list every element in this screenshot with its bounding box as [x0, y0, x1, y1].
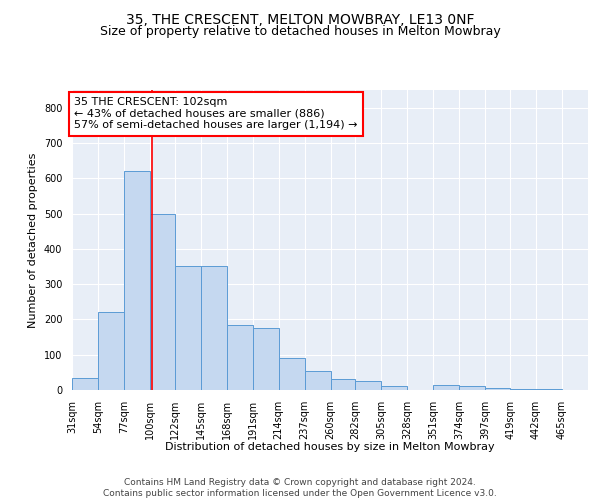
Bar [98, 312, 124, 390]
Bar [175, 266, 201, 390]
Bar [331, 380, 355, 390]
Bar [305, 370, 331, 390]
Bar [253, 328, 278, 390]
Text: Size of property relative to detached houses in Melton Mowbray: Size of property relative to detached ho… [100, 25, 500, 38]
X-axis label: Distribution of detached houses by size in Melton Mowbray: Distribution of detached houses by size … [165, 442, 495, 452]
Y-axis label: Number of detached properties: Number of detached properties [28, 152, 38, 328]
Text: Contains HM Land Registry data © Crown copyright and database right 2024.
Contai: Contains HM Land Registry data © Crown c… [103, 478, 497, 498]
Text: 35, THE CRESCENT, MELTON MOWBRAY, LE13 0NF: 35, THE CRESCENT, MELTON MOWBRAY, LE13 0… [126, 12, 474, 26]
Bar [278, 358, 305, 390]
Bar [227, 324, 253, 390]
Bar [201, 266, 227, 390]
Bar [485, 388, 510, 390]
Bar [459, 386, 485, 390]
Bar [433, 384, 459, 390]
Bar [355, 381, 382, 390]
Bar [72, 378, 98, 390]
Bar [150, 214, 175, 390]
Text: 35 THE CRESCENT: 102sqm
← 43% of detached houses are smaller (886)
57% of semi-d: 35 THE CRESCENT: 102sqm ← 43% of detache… [74, 97, 358, 130]
Bar [124, 171, 150, 390]
Bar [382, 386, 407, 390]
